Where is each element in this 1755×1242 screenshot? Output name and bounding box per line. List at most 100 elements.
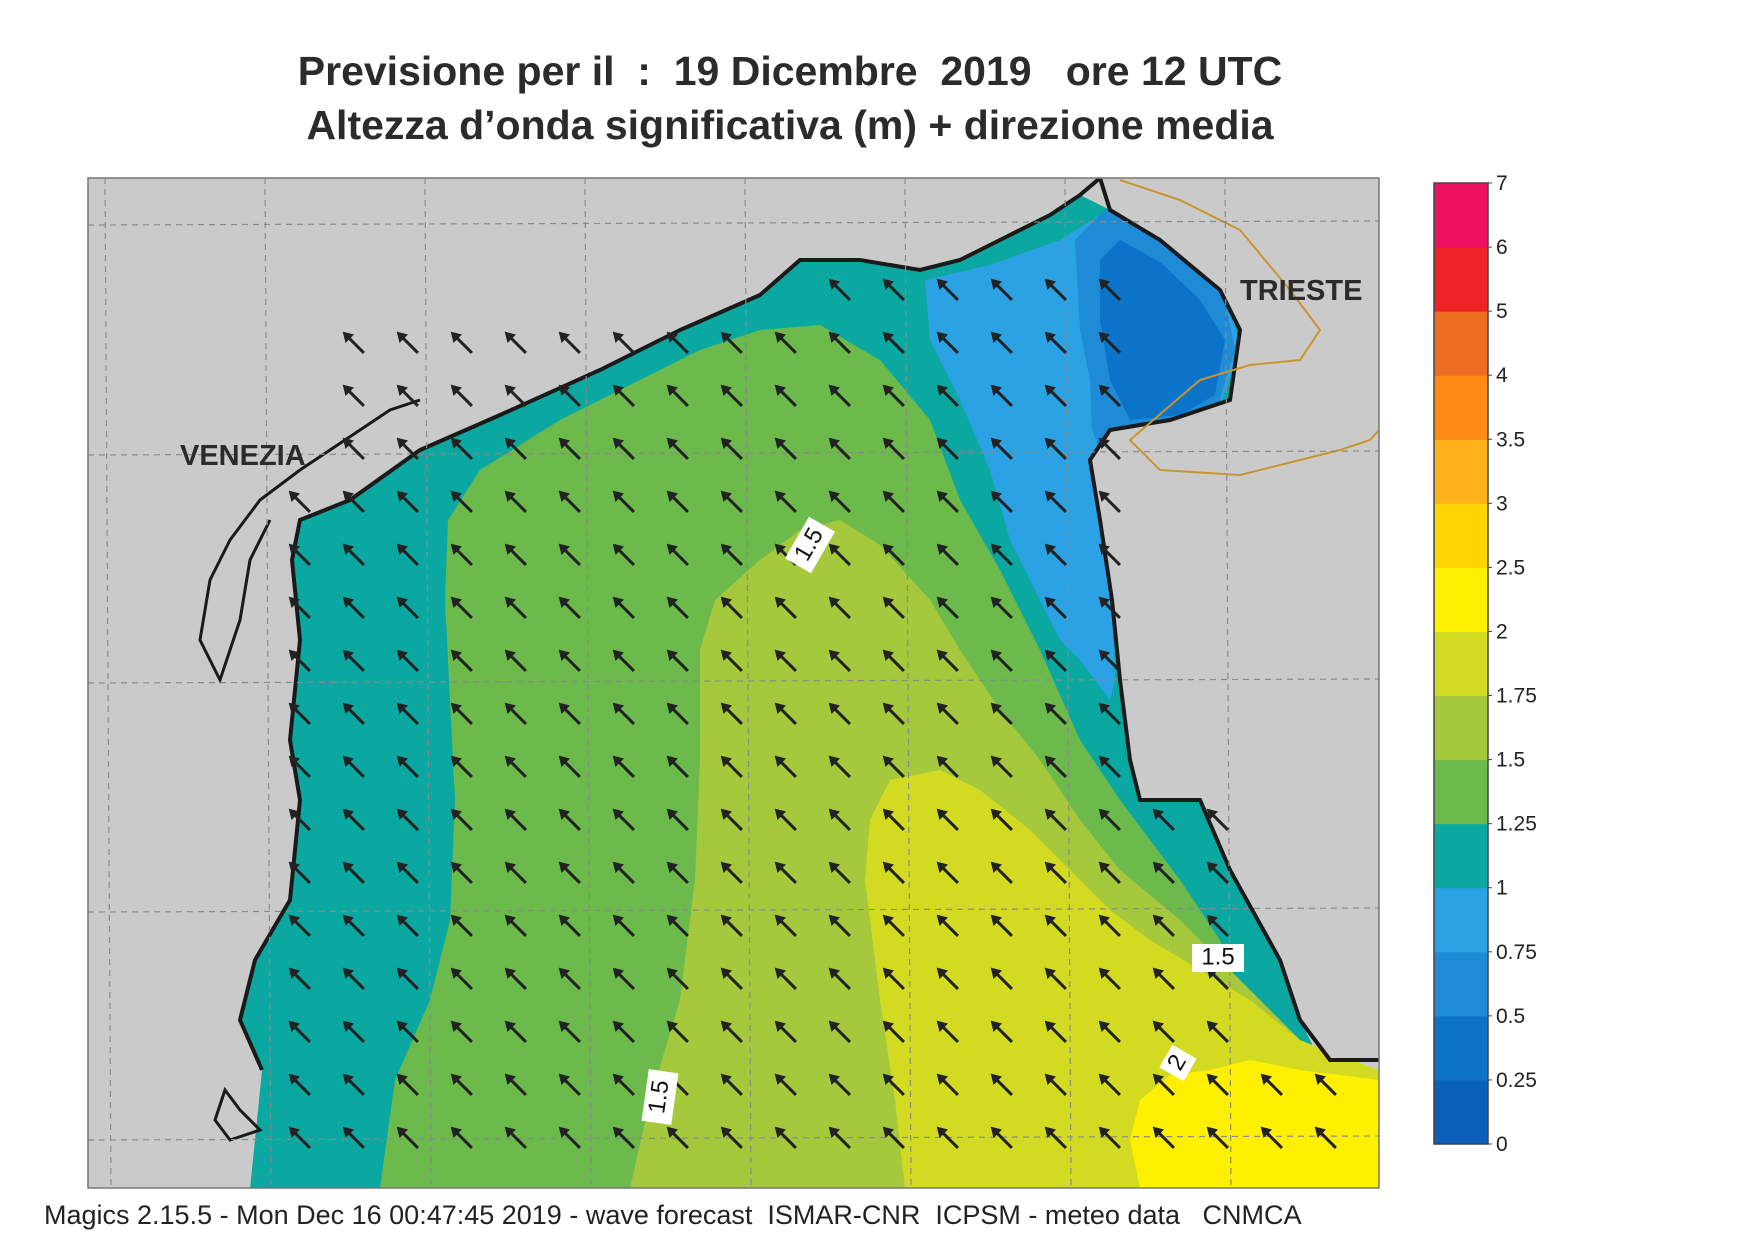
direction-arrow	[504, 808, 527, 831]
direction-arrow	[828, 914, 851, 937]
direction-arrow	[666, 596, 689, 619]
direction-arrow	[1044, 1020, 1067, 1043]
direction-arrow	[666, 384, 689, 407]
direction-arrow	[612, 914, 635, 937]
direction-arrow	[450, 808, 473, 831]
colorbar-swatch	[1434, 183, 1488, 248]
direction-arrow	[1044, 755, 1067, 778]
colorbar-swatch	[1434, 695, 1488, 761]
direction-arrow	[558, 808, 581, 831]
direction-arrow	[936, 1020, 959, 1043]
direction-arrow	[666, 437, 689, 460]
direction-arrow	[396, 808, 419, 831]
direction-arrow	[288, 1073, 311, 1096]
direction-arrow	[1098, 1073, 1121, 1096]
direction-arrow	[396, 490, 419, 513]
direction-arrow	[774, 755, 797, 778]
direction-arrow	[990, 596, 1013, 619]
direction-arrow	[720, 384, 743, 407]
city-label-trieste: TRIESTE	[1240, 275, 1362, 307]
direction-arrow	[774, 861, 797, 884]
colorbar-tick-label: 2.5	[1496, 556, 1525, 579]
direction-arrow	[1098, 437, 1121, 460]
footer-credits: Magics 2.15.5 - Mon Dec 16 00:47:45 2019…	[44, 1200, 1302, 1230]
direction-arrow	[558, 543, 581, 566]
direction-arrow	[612, 543, 635, 566]
direction-arrow	[612, 1126, 635, 1149]
direction-arrow	[774, 596, 797, 619]
direction-arrow	[558, 384, 581, 407]
direction-arrow	[990, 702, 1013, 725]
direction-arrow	[612, 967, 635, 990]
direction-arrow	[990, 278, 1013, 301]
direction-arrow	[828, 384, 851, 407]
colorbar-tick-label: 4	[1496, 364, 1508, 387]
direction-arrow	[774, 914, 797, 937]
direction-arrow	[612, 331, 635, 354]
direction-arrow	[612, 384, 635, 407]
direction-arrow	[1314, 1073, 1337, 1096]
wave-direction-arrows	[288, 278, 1337, 1149]
direction-arrow	[882, 808, 905, 831]
colorbar-swatch	[1434, 951, 1488, 1017]
direction-arrow	[396, 543, 419, 566]
direction-arrow	[720, 437, 743, 460]
direction-arrow	[342, 967, 365, 990]
direction-arrow	[1098, 543, 1121, 566]
direction-arrow	[504, 437, 527, 460]
sea-band-0.25-0.5	[1100, 240, 1225, 420]
grid-meridian	[424, 178, 432, 1188]
direction-arrow	[882, 490, 905, 513]
direction-arrow	[342, 861, 365, 884]
direction-arrow	[990, 914, 1013, 937]
direction-arrow	[288, 808, 311, 831]
direction-arrow	[342, 1073, 365, 1096]
direction-arrow	[288, 1126, 311, 1149]
colorbar-tick-label: 3	[1496, 492, 1508, 515]
direction-arrow	[612, 755, 635, 778]
direction-arrow	[990, 755, 1013, 778]
direction-arrow	[396, 649, 419, 672]
direction-arrow	[882, 1020, 905, 1043]
direction-arrow	[990, 490, 1013, 513]
direction-arrow	[342, 331, 365, 354]
direction-arrow	[396, 331, 419, 354]
direction-arrow	[936, 490, 959, 513]
colorbar-swatch	[1434, 567, 1488, 632]
colorbar-tick-label: 3.5	[1496, 428, 1525, 451]
direction-arrow	[288, 861, 311, 884]
direction-arrow	[1152, 1126, 1175, 1149]
direction-arrow	[666, 649, 689, 672]
direction-arrow	[936, 1073, 959, 1096]
direction-arrow	[612, 702, 635, 725]
direction-arrow	[936, 331, 959, 354]
city-label-venezia: VENEZIA	[180, 440, 306, 472]
grid-meridian	[104, 178, 112, 1188]
direction-arrow	[1098, 702, 1121, 725]
direction-arrow	[396, 861, 419, 884]
grid-meridian	[1064, 178, 1072, 1188]
direction-arrow	[828, 861, 851, 884]
direction-arrow	[450, 1073, 473, 1096]
direction-arrow	[612, 861, 635, 884]
direction-arrow	[936, 649, 959, 672]
title-line-2: Altezza d’onda significativa (m) + direz…	[306, 102, 1274, 148]
direction-arrow	[1098, 967, 1121, 990]
direction-arrow	[342, 384, 365, 407]
direction-arrow	[612, 649, 635, 672]
direction-arrow	[936, 808, 959, 831]
direction-arrow	[882, 967, 905, 990]
direction-arrow	[450, 861, 473, 884]
direction-arrow	[450, 596, 473, 619]
land-west-coast	[88, 178, 700, 1188]
direction-arrow	[882, 1126, 905, 1149]
colorbar-swatch	[1434, 311, 1488, 376]
direction-arrow	[828, 278, 851, 301]
direction-arrow	[450, 702, 473, 725]
direction-arrow	[720, 331, 743, 354]
direction-arrow	[504, 1126, 527, 1149]
colorbar-swatch	[1434, 375, 1488, 440]
direction-arrow	[1044, 808, 1067, 831]
contour-label: 1.5	[1192, 943, 1244, 972]
